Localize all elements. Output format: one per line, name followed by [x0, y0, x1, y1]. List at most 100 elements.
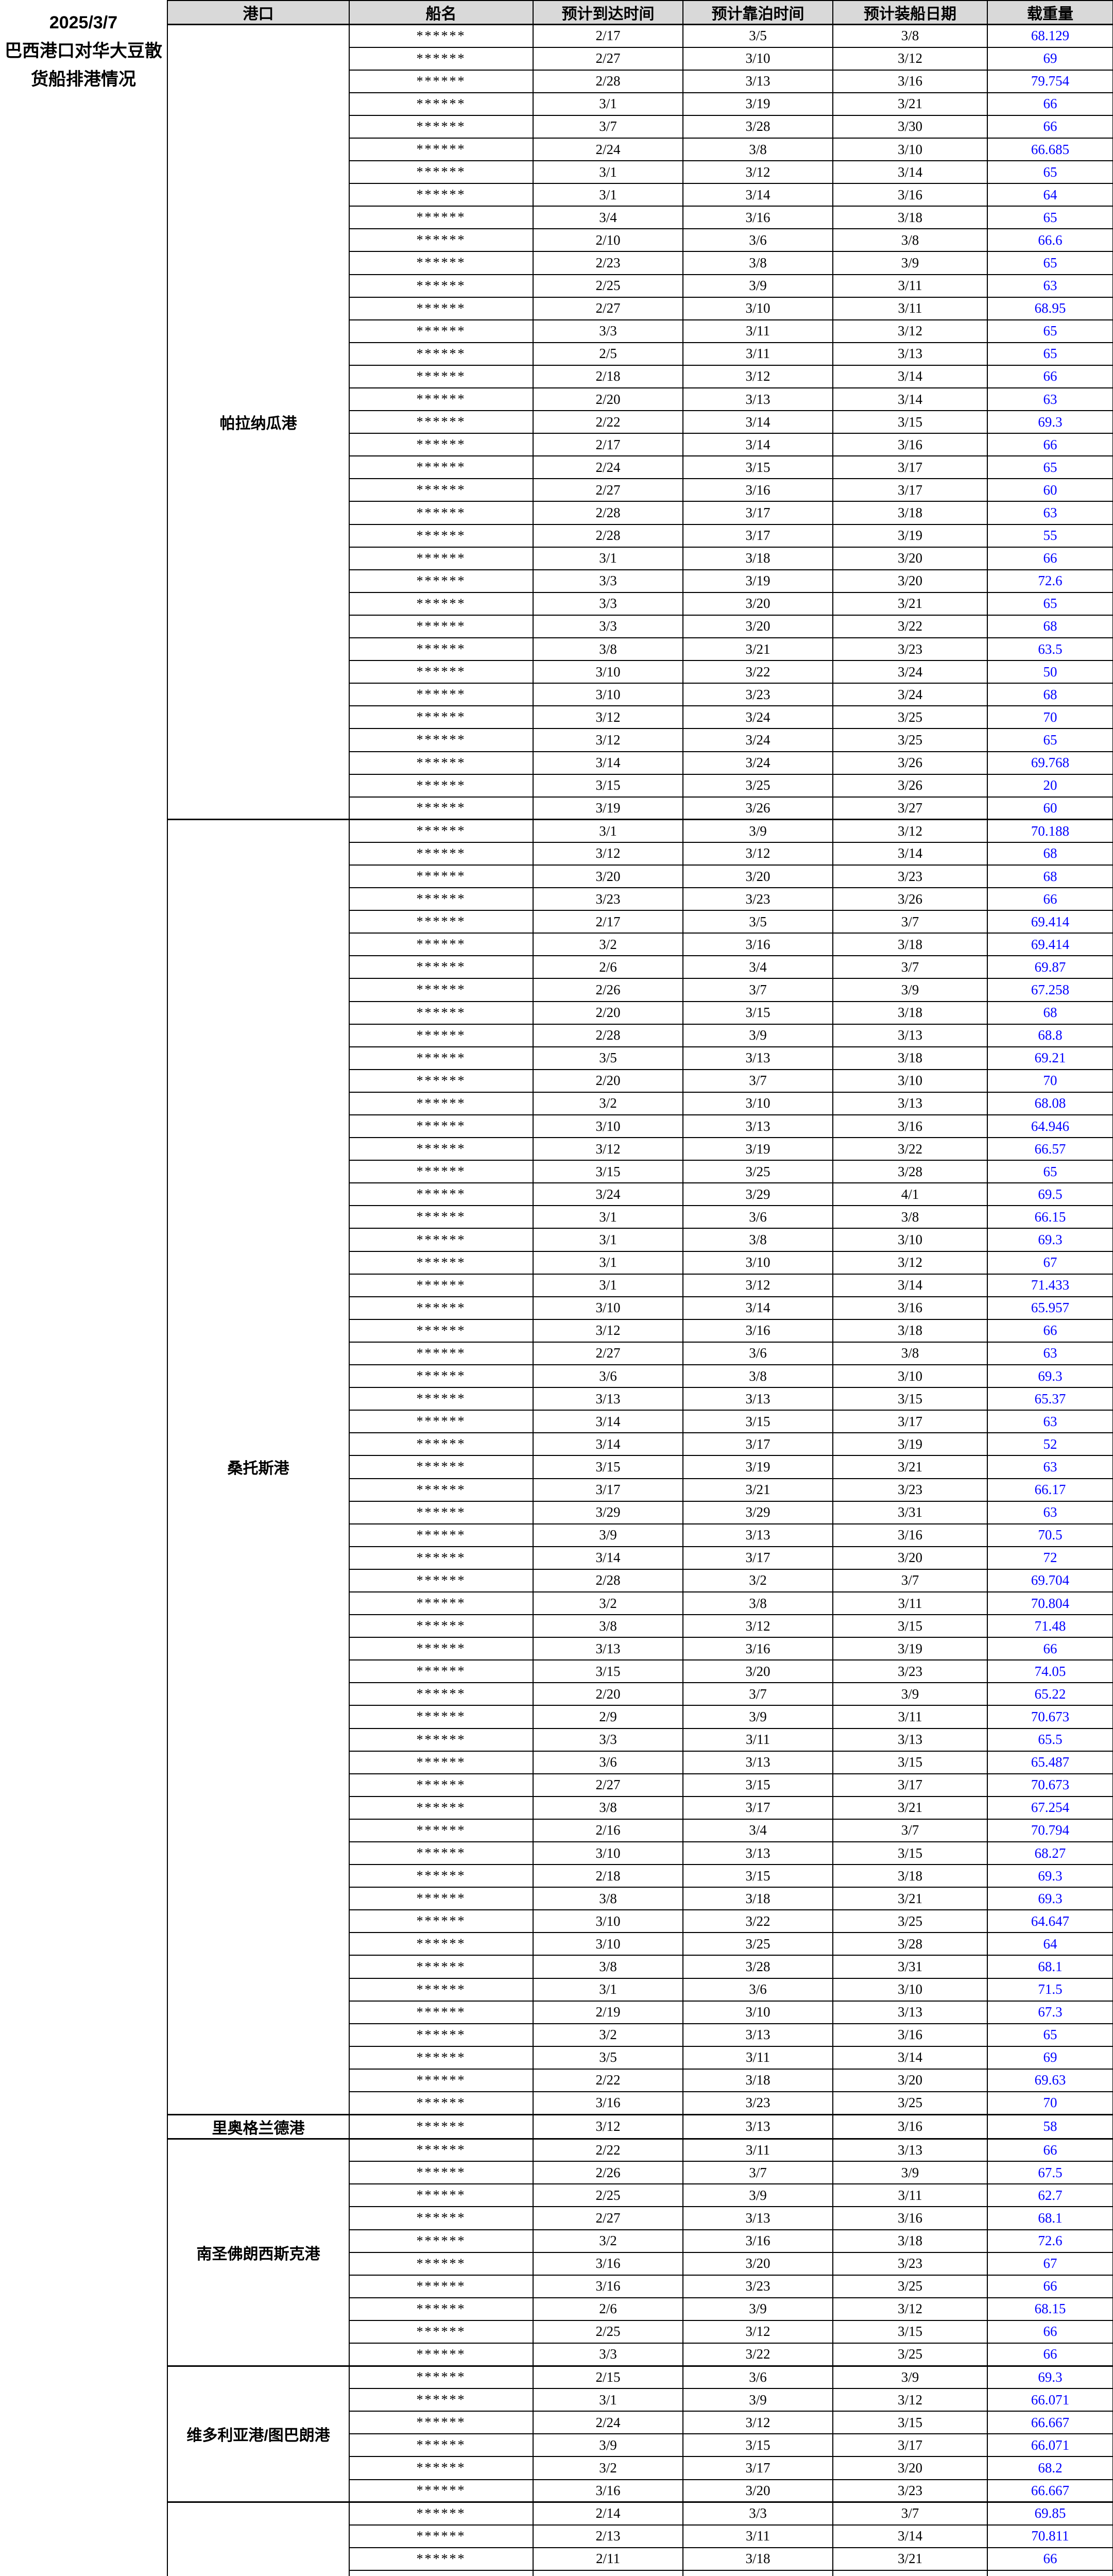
table-row: 维多利亚港/图巴朗港 ****** 2/15 3/6 3/9 69.3 — [0, 2365, 1113, 2503]
deadweight-cell: 66 — [987, 364, 1113, 389]
berthing-time-cell: 3/12 — [682, 160, 833, 184]
table-row: ****** 2/16 3/4 3/7 70.794 — [0, 1818, 1113, 1843]
ship-name-cell: ****** — [349, 2388, 534, 2412]
ship-name-cell: ****** — [349, 296, 534, 320]
table-row: ****** 2/6 3/4 3/7 69.87 — [0, 955, 1113, 979]
eta-cell: 3/17 — [533, 1478, 683, 1502]
table-row: ****** 3/4 3/16 3/18 65 — [0, 206, 1113, 230]
berthing-time-cell: 3/15 — [682, 2433, 833, 2458]
ship-name-cell: ****** — [349, 1228, 534, 1252]
table-row: ****** 2/23 3/8 3/9 65 — [0, 251, 1113, 275]
eta-cell: 3/5 — [533, 1046, 683, 1070]
table-row: ****** 2/18 3/12 3/14 66 — [0, 364, 1113, 389]
berthing-time-cell: 3/3 — [682, 2501, 833, 2526]
ship-name-cell: ****** — [349, 2138, 534, 2162]
eta-cell: 2/17 — [533, 23, 683, 48]
loading-date-cell: 3/25 — [832, 2274, 988, 2298]
deadweight-cell: 66.6 — [987, 228, 1113, 252]
ship-name-cell: ****** — [349, 114, 534, 139]
eta-cell: 2/6 — [533, 2297, 683, 2321]
deadweight-cell: 68 — [987, 614, 1113, 639]
deadweight-cell: 64 — [987, 1932, 1113, 1956]
berthing-time-cell: 3/17 — [682, 2456, 833, 2480]
berthing-time-cell: 3/12 — [682, 1614, 833, 1638]
table-row: ****** 2/18 3/15 3/18 69.3 — [0, 1864, 1113, 1888]
deadweight-cell: 70.804 — [987, 1591, 1113, 1616]
ship-name-cell: ****** — [349, 1682, 534, 1706]
ship-name-cell: ****** — [349, 2183, 534, 2208]
eta-cell: 2/24 — [533, 2411, 683, 2435]
ship-name-cell: ****** — [349, 1523, 534, 1547]
loading-date-cell: 3/20 — [832, 1546, 988, 1570]
ship-name-cell: ****** — [349, 2547, 534, 2571]
berthing-time-cell: 3/19 — [682, 1455, 833, 1479]
ship-name-cell: ****** — [349, 1205, 534, 1229]
ship-name-cell: ****** — [349, 1909, 534, 1934]
deadweight-cell: 65 — [987, 342, 1113, 366]
ship-name-cell: ****** — [349, 69, 534, 93]
loading-date-cell: 3/12 — [832, 46, 988, 71]
deadweight-cell: 68 — [987, 864, 1113, 889]
ship-name-cell: ****** — [349, 137, 534, 162]
eta-cell: 3/1 — [533, 1977, 683, 2002]
eta-cell: 3/1 — [533, 1205, 683, 1229]
loading-date-cell: 3/25 — [832, 2342, 988, 2367]
berthing-time-cell: 3/13 — [682, 387, 833, 412]
table-row: ****** 3/1 3/6 3/8 66.15 — [0, 1205, 1113, 1229]
loading-date-cell: 3/16 — [832, 1523, 988, 1547]
loading-date-cell: 3/28 — [832, 1932, 988, 1956]
table-row: ****** 3/10 3/25 3/28 64 — [0, 1932, 1113, 1956]
ship-name-cell: ****** — [349, 2342, 534, 2367]
eta-cell: 2/13 — [533, 2524, 683, 2548]
berthing-time-cell: 3/29 — [682, 1182, 833, 1207]
table-row: ****** 2/28 3/17 3/18 63 — [0, 501, 1113, 525]
eta-cell: 3/10 — [533, 1296, 683, 1320]
berthing-time-cell: 3/17 — [682, 1795, 833, 1820]
ship-name-cell: ****** — [349, 1818, 534, 1843]
ship-name-cell: ****** — [349, 1137, 534, 1161]
loading-date-cell: 3/22 — [832, 614, 988, 639]
berthing-time-cell: 3/12 — [682, 364, 833, 389]
table-row: 桑托斯港 ****** 3/1 3/9 3/12 70.188 — [0, 819, 1113, 2115]
loading-date-cell: 3/20 — [832, 2456, 988, 2480]
eta-cell: 2/28 — [533, 1023, 683, 1047]
deadweight-cell: 60 — [987, 796, 1113, 820]
berthing-time-cell: 3/23 — [682, 683, 833, 707]
ship-name-cell: ****** — [349, 933, 534, 957]
berthing-time-cell: 3/28 — [682, 1955, 833, 1979]
berthing-time-cell: 3/13 — [682, 1046, 833, 1070]
berthing-time-cell: 3/20 — [682, 591, 833, 616]
loading-date-cell: 3/30 — [832, 114, 988, 139]
berthing-time-cell: 3/12 — [682, 2319, 833, 2344]
eta-cell: 3/3 — [533, 614, 683, 639]
loading-date-cell: 3/22 — [832, 1137, 988, 1161]
ship-name-cell: ****** — [349, 478, 534, 502]
deadweight-cell: 55 — [987, 523, 1113, 548]
loading-date-cell: 3/9 — [832, 2365, 988, 2389]
loading-date-cell: 3/10 — [832, 1977, 988, 2002]
table-row: ****** 2/24 3/15 3/17 65 — [0, 455, 1113, 480]
eta-cell: 2/10 — [533, 228, 683, 252]
deadweight-cell: 67.258 — [987, 978, 1113, 1002]
loading-date-cell: 3/13 — [832, 2138, 988, 2162]
ship-name-cell: ****** — [349, 773, 534, 798]
eta-cell: 2/28 — [533, 1568, 683, 1592]
table-row: ****** 2/28 3/13 3/16 79.754 — [0, 69, 1113, 93]
berthing-time-cell: 3/20 — [682, 614, 833, 639]
table-row: ****** 3/29 3/29 3/31 63 — [0, 1500, 1113, 1524]
ship-name-cell: ****** — [349, 864, 534, 889]
ship-name-cell: ****** — [349, 183, 534, 207]
berthing-time-cell: 3/6 — [682, 1205, 833, 1229]
deadweight-cell: 63 — [987, 1500, 1113, 1524]
deadweight-cell: 67.3 — [987, 2000, 1113, 2024]
ship-name-cell: ****** — [349, 1750, 534, 1774]
ship-name-cell: ****** — [349, 1273, 534, 1297]
berthing-time-cell: 3/23 — [682, 2091, 833, 2115]
loading-date-cell: 3/9 — [832, 2161, 988, 2185]
loading-date-cell: 3/21 — [832, 1887, 988, 1911]
eta-cell: 2/9 — [533, 1705, 683, 1729]
deadweight-cell: 66 — [987, 2547, 1113, 2571]
loading-date-cell: 3/18 — [832, 501, 988, 525]
loading-date-cell: 3/17 — [832, 1773, 988, 1797]
berthing-time-cell: 3/11 — [682, 2524, 833, 2548]
